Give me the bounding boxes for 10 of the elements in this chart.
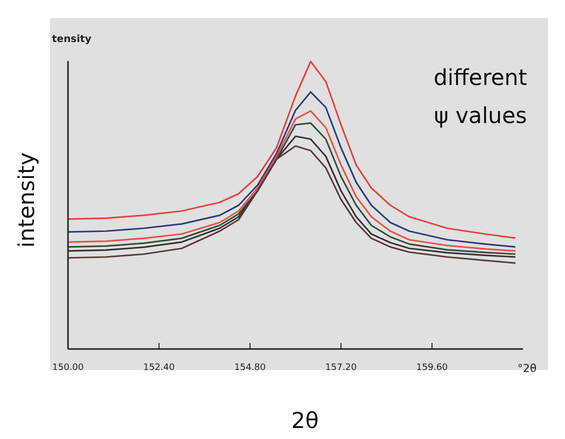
x-tick-label: 159.60 <box>416 363 448 373</box>
x-tick-label: 154.80 <box>234 363 266 373</box>
text: °2θ <box>517 362 537 375</box>
text: tensity <box>52 34 92 45</box>
x-tick-label: 157.20 <box>325 363 358 373</box>
x-tick-label: 152.40 <box>143 363 176 373</box>
x-tick-label: 150.00 <box>52 363 84 373</box>
y-axis-title: intensity <box>15 152 40 248</box>
annotation: different ψ values <box>434 66 528 129</box>
x-axis-title: 2θ <box>291 409 319 434</box>
